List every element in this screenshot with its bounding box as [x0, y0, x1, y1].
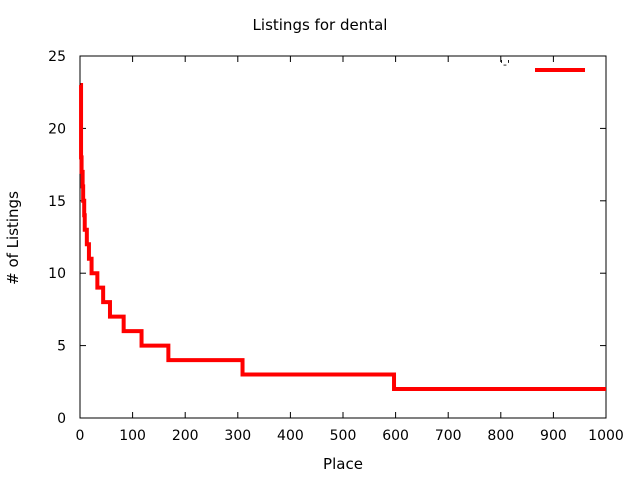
x-tick-label: 300 [224, 428, 251, 444]
axis-ticks: 0 100 200 300 400 500 600 700 800 900 1000 0 5 10 15 20… [48, 49, 624, 444]
y-tick-label: 20 [48, 121, 66, 137]
series-line [79, 82, 606, 392]
y-tick-label: 10 [48, 266, 66, 282]
y-tick-label: 15 [48, 194, 66, 210]
x-tick-label: 900 [540, 428, 567, 444]
chart-title: Listings for dental [252, 16, 388, 34]
legend-label: '-' [500, 58, 511, 71]
series-group [79, 82, 607, 392]
x-tick-label: 100 [119, 428, 146, 444]
x-tick-label: 1000 [588, 428, 624, 444]
x-tick-label: 0 [76, 428, 85, 444]
y-tick-label: 25 [48, 49, 66, 65]
x-tick-label: 700 [435, 428, 462, 444]
x-tick-label: 600 [382, 428, 409, 444]
x-tick-label: 500 [330, 428, 357, 444]
plot-frame [79, 55, 607, 419]
x-axis-label: Place [323, 455, 363, 473]
x-tick-label: 800 [487, 428, 514, 444]
y-tick-label: 0 [57, 411, 66, 427]
x-tick-label: 200 [172, 428, 199, 444]
x-tick-label: 400 [277, 428, 304, 444]
y-tick-label: 5 [57, 339, 66, 355]
y-axis-label: # of Listings [4, 191, 22, 285]
